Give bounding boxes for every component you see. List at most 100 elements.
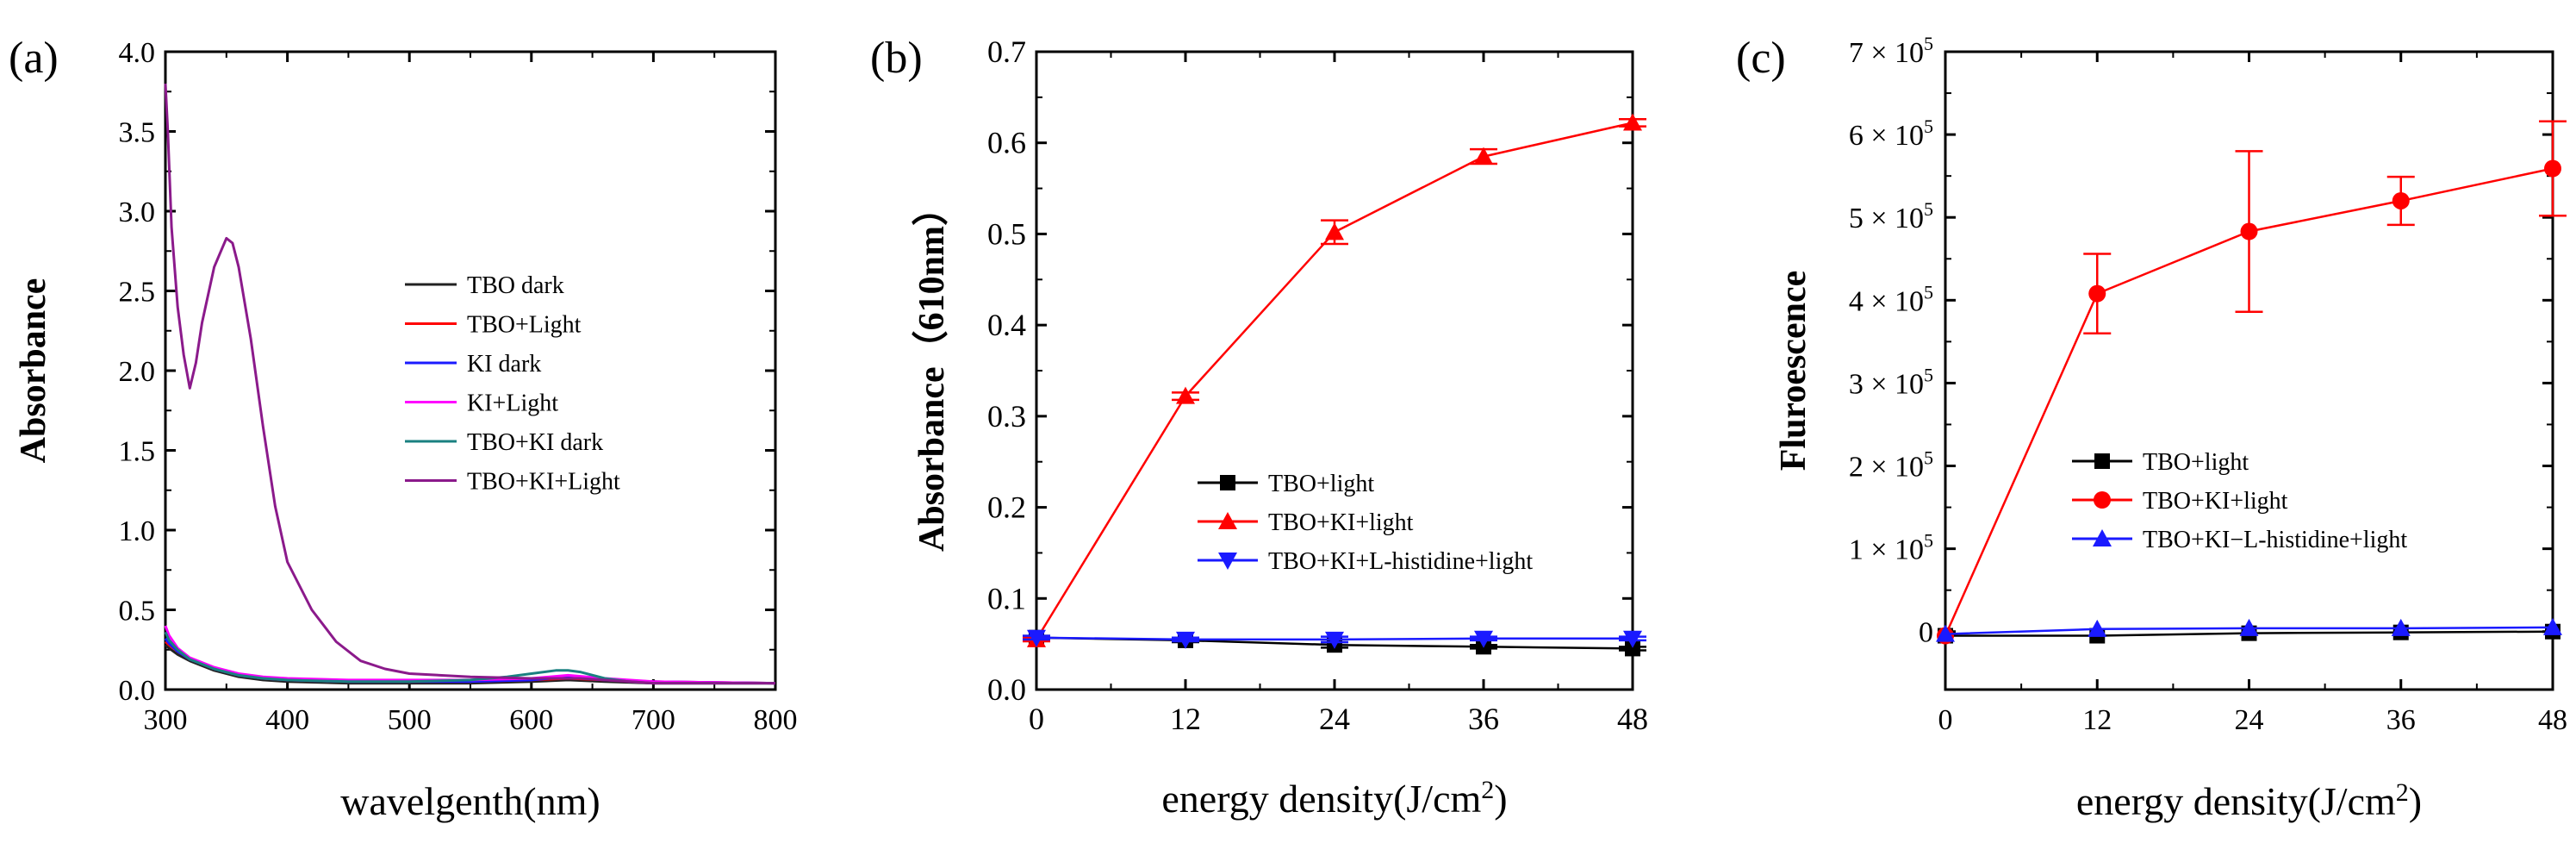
y-tick-label-exp: 5 — [1924, 198, 1933, 220]
y-tick-label-exp: 5 — [1924, 364, 1933, 385]
y-tick-label-base: 0 — [1919, 617, 1933, 649]
y-tick-label-base: 2 × 10 — [1849, 452, 1924, 484]
x-axis-label-text: energy density(J/cm — [1161, 777, 1481, 821]
plot-frame — [1944, 50, 2554, 691]
series-line — [165, 644, 775, 685]
data-point — [1474, 630, 1493, 648]
series-TBO+KI−L-histidine+light — [1936, 617, 2562, 642]
series-line — [164, 631, 775, 685]
x-tick-label: 24 — [2235, 704, 2264, 736]
x-tick-label: 800 — [754, 704, 798, 736]
legend-label: TBO+light — [2143, 449, 2249, 476]
x-axis-label: energy density(J/cm2) — [2076, 778, 2422, 823]
x-tick-label: 600 — [509, 704, 553, 736]
y-tick-label: 0.1 — [987, 581, 1026, 615]
data-point — [1623, 630, 1642, 648]
data-point — [2543, 617, 2562, 635]
legend-marker — [1218, 553, 1237, 570]
y-tick-label: 5 × 105 — [1849, 198, 1933, 234]
chart-panel-2: (b) 0 12 24 36 48 0.0 0.1 0.2 0.3 0.4 0.5 0.6 0.7 ener… — [870, 34, 1648, 821]
y-tick-label-base: 1 × 10 — [1849, 534, 1924, 566]
x-tick-label: 12 — [1170, 702, 1201, 736]
x-axis-label-sup: 2 — [2396, 778, 2409, 807]
legend: TBO dark TBO+Light KI dark KI+Light TBO+KI d… — [405, 272, 620, 496]
y-tick-label: 2.0 — [119, 356, 156, 388]
legend-label: TBO+KI+light — [2143, 488, 2288, 515]
y-tick-label: 2 × 105 — [1849, 447, 1933, 484]
data-point — [2239, 618, 2259, 636]
x-axis-label-end: ) — [1494, 777, 1507, 821]
y-tick-label: 4 × 105 — [1849, 281, 1933, 317]
series-TBO+KI+L-histidine+light — [1023, 629, 1646, 649]
panel-label: (b) — [870, 34, 923, 83]
legend-marker — [1220, 475, 1235, 490]
x-axis-label-sup: 2 — [1481, 776, 1494, 804]
y-tick-label: 3.5 — [119, 117, 156, 149]
y-tick-label: 2.5 — [119, 277, 156, 309]
x-axis-label-text: wavelgenth(nm) — [340, 779, 600, 823]
series-TBO dark — [165, 644, 775, 685]
y-tick-label-exp: 5 — [1924, 447, 1933, 469]
y-tick-label: 1 × 105 — [1849, 530, 1933, 566]
y-tick-label: 0.5 — [987, 216, 1026, 251]
y-tick-label-base: 7 × 10 — [1849, 37, 1924, 69]
x-axis-label: energy density(J/cm2) — [1161, 776, 1507, 821]
y-tick-label: 0.7 — [987, 34, 1026, 69]
data-point — [2391, 618, 2411, 636]
chart-panel-1: (a) 300 400 500 600 700 800 0.0 0.5 1.0 1.5 2.0 2.5 3… — [9, 34, 798, 823]
legend-label: TBO+Light — [467, 312, 582, 339]
series-TBO+KI+Light — [164, 83, 775, 685]
x-tick-label: 36 — [1468, 702, 1499, 736]
series-KI+Light — [164, 625, 776, 685]
data-point — [2088, 284, 2106, 303]
data-point — [1176, 631, 1195, 649]
x-axis-label-end: ) — [2409, 779, 2422, 823]
panel-label: (a) — [9, 34, 59, 83]
y-axis-label: Absorbance — [14, 278, 53, 464]
legend-label: TBO dark — [467, 272, 564, 299]
y-tick-label: 0.3 — [987, 399, 1026, 434]
data-point — [1325, 631, 1344, 649]
legend: TBO+light TBO+KI+light TBO+KI+L-histidine+… — [1198, 471, 1533, 575]
legend-marker — [1218, 512, 1237, 529]
legend-label: TBO+KI+light — [1268, 509, 1414, 536]
data-point — [1623, 113, 1642, 131]
panel-label: (c) — [1736, 34, 1786, 83]
x-tick-label: 700 — [632, 704, 675, 736]
legend-marker — [2094, 491, 2111, 509]
legend-label: TBO+KI−L-histidine+light — [2143, 527, 2407, 553]
y-tick-label: 6 × 105 — [1849, 116, 1933, 152]
y-tick-label: 0.2 — [987, 490, 1026, 525]
y-axis-label: Fluroescence — [1774, 271, 1814, 471]
y-tick-label: 7 × 105 — [1849, 33, 1933, 69]
y-tick-label: 4.0 — [119, 37, 156, 69]
y-tick-label: 0.0 — [119, 675, 156, 707]
plot-frame — [1035, 50, 1634, 691]
y-tick-label-base: 6 × 10 — [1849, 120, 1924, 152]
legend-label: KI dark — [467, 351, 541, 378]
legend-marker — [2093, 529, 2112, 546]
series-line — [164, 83, 775, 685]
x-tick-label: 400 — [265, 704, 309, 736]
data-point — [2392, 191, 2410, 209]
data-point — [2088, 619, 2107, 637]
data-point — [1936, 624, 1955, 642]
y-tick-label: 0.4 — [987, 308, 1026, 342]
y-tick-label: 0.6 — [987, 126, 1026, 160]
data-point — [1474, 147, 1493, 165]
legend-label: TBO+KI+Light — [467, 469, 620, 496]
y-tick-label: 0.0 — [987, 672, 1026, 707]
x-tick-label: 0 — [1029, 702, 1044, 736]
legend-label: TBO+KI dark — [467, 429, 603, 456]
x-tick-label: 36 — [2386, 704, 2416, 736]
data-point — [1027, 629, 1046, 647]
legend-label: TBO+KI+L-histidine+light — [1268, 548, 1533, 575]
y-tick-label-exp: 5 — [1924, 33, 1933, 54]
y-tick-label-base: 3 × 10 — [1849, 368, 1924, 400]
data-point — [1176, 386, 1195, 404]
data-point — [2544, 159, 2561, 178]
x-axis-label-text: energy density(J/cm — [2076, 779, 2396, 823]
y-tick-label: 3.0 — [119, 197, 156, 228]
